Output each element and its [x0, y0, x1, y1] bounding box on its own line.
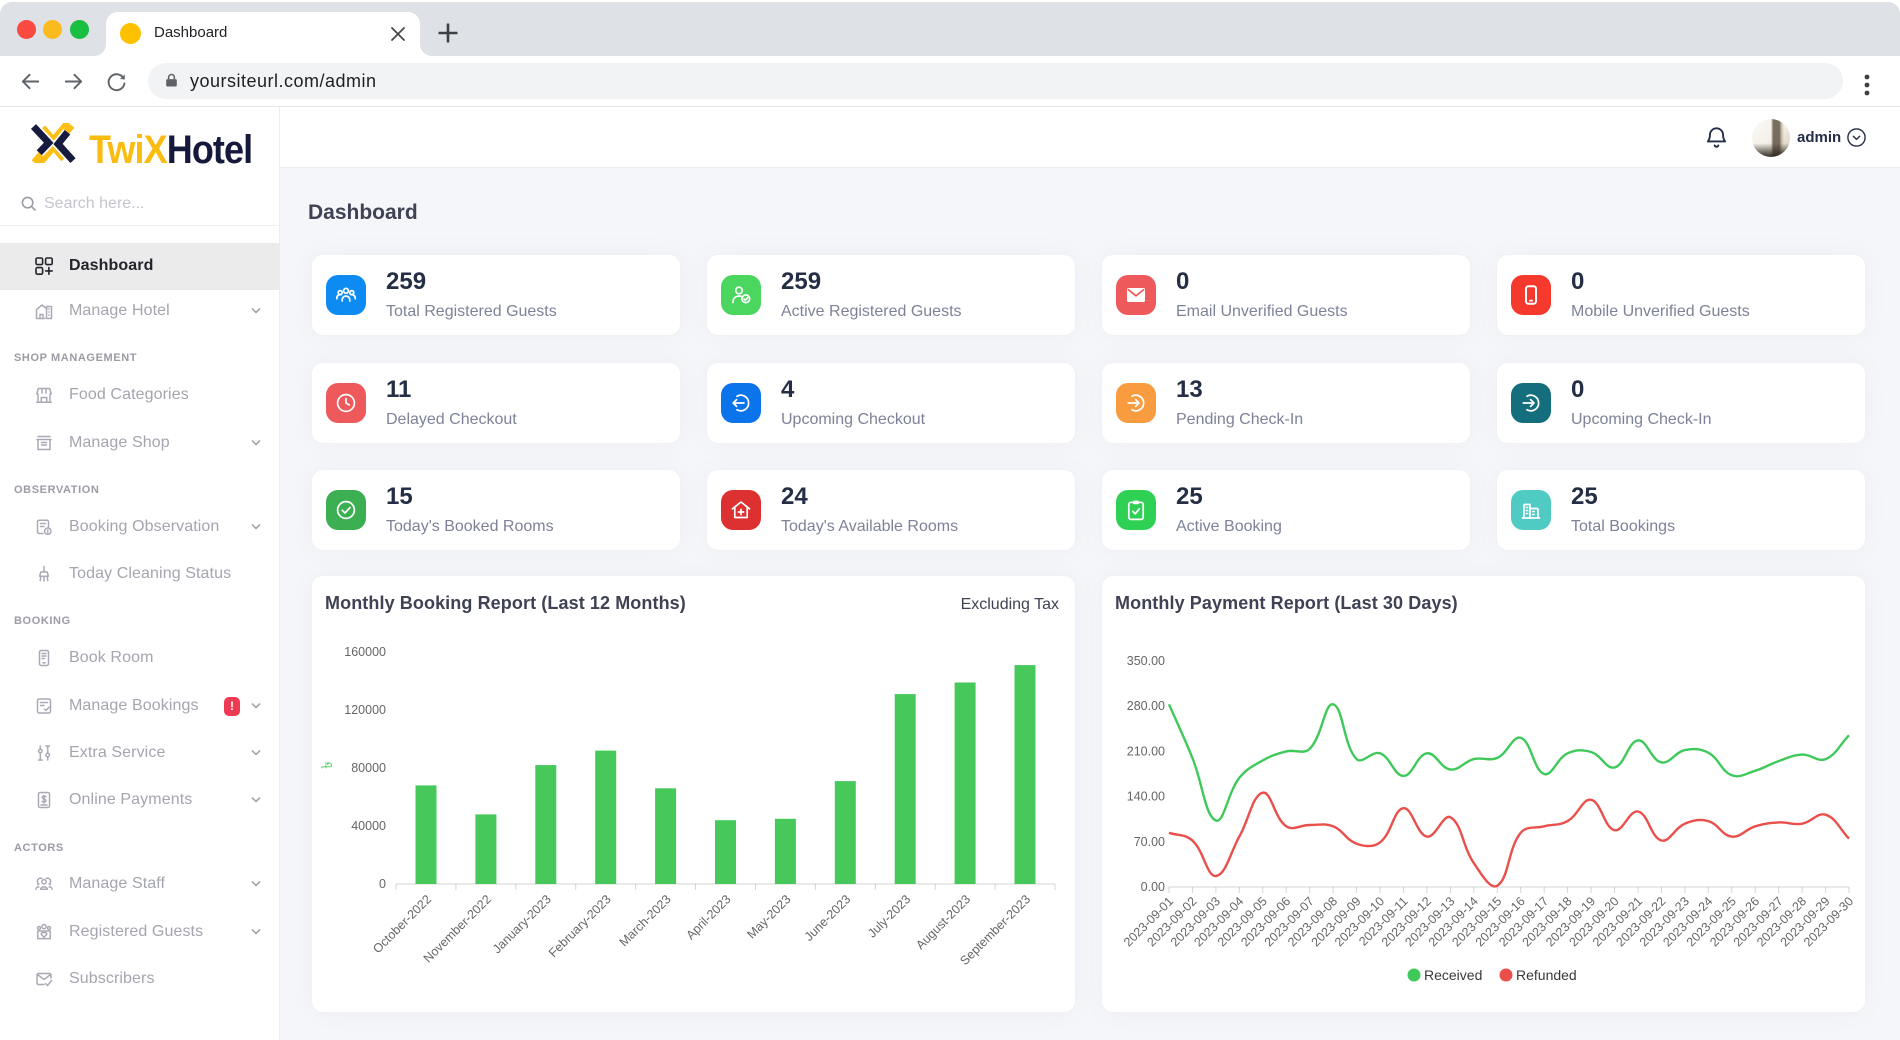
svg-text:0.00: 0.00	[1141, 880, 1165, 894]
svg-text:210.00: 210.00	[1127, 744, 1165, 758]
svg-text:October-2022: October-2022	[370, 892, 434, 956]
svg-text:280.00: 280.00	[1127, 699, 1165, 713]
svg-text:৳: ৳	[319, 761, 336, 768]
svg-text:May-2023: May-2023	[744, 892, 793, 941]
svg-text:April-2023: April-2023	[683, 892, 733, 942]
svg-text:January-2023: January-2023	[490, 892, 554, 956]
svg-text:40000: 40000	[351, 819, 386, 833]
svg-text:Refunded: Refunded	[1516, 967, 1577, 983]
svg-text:0: 0	[379, 877, 386, 891]
svg-text:June-2023: June-2023	[802, 892, 854, 944]
svg-text:120000: 120000	[344, 703, 386, 717]
svg-text:March-2023: March-2023	[617, 892, 674, 949]
svg-text:160000: 160000	[344, 645, 386, 659]
svg-text:Received: Received	[1424, 967, 1482, 983]
svg-text:July-2023: July-2023	[865, 892, 913, 940]
svg-text:140.00: 140.00	[1127, 790, 1165, 804]
svg-text:350.00: 350.00	[1127, 654, 1165, 668]
svg-text:70.00: 70.00	[1134, 835, 1165, 849]
svg-text:February-2023: February-2023	[546, 892, 614, 960]
svg-text:August-2023: August-2023	[913, 892, 973, 952]
svg-text:80000: 80000	[351, 761, 386, 775]
